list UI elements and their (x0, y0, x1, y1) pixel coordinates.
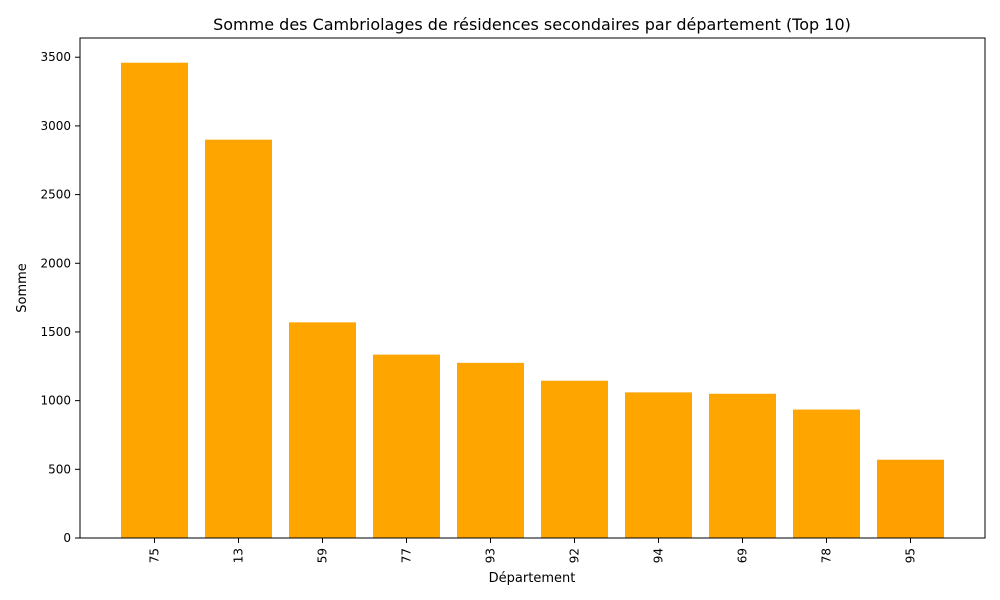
y-tick-label-1500: 1500 (40, 325, 71, 339)
x-tick-label-92: 92 (568, 548, 582, 563)
x-axis-label: Département (489, 571, 576, 586)
bar-93 (457, 362, 524, 538)
y-tick-label-2000: 2000 (40, 256, 71, 270)
x-tick-label-93: 93 (484, 548, 498, 563)
y-tick-label-0: 0 (63, 531, 71, 545)
plot-frame (79, 37, 986, 539)
x-tick-label-78: 78 (820, 548, 834, 563)
bar-78 (793, 409, 860, 538)
y-tick-label-2500: 2500 (40, 188, 71, 202)
bar-94 (625, 392, 692, 538)
bar-69 (709, 393, 776, 538)
bar-95 (877, 459, 944, 538)
bar-59 (289, 322, 356, 538)
x-tick-label-75: 75 (148, 548, 162, 563)
bar-13 (205, 139, 272, 538)
y-tick-label-3500: 3500 (40, 50, 71, 64)
y-tick-label-1000: 1000 (40, 394, 71, 408)
y-tick-label-500: 500 (48, 462, 71, 476)
x-tick-label-95: 95 (904, 548, 918, 563)
chart-title: Somme des Cambriolages de résidences sec… (213, 15, 851, 34)
x-tick-label-59: 59 (316, 548, 330, 563)
bar-75 (121, 62, 188, 538)
x-tick-label-69: 69 (736, 548, 750, 563)
y-tick-label-3000: 3000 (40, 119, 71, 133)
x-tick-label-77: 77 (400, 548, 414, 563)
bar-92 (541, 380, 608, 538)
bar-77 (373, 354, 440, 538)
plot-area: 0 500 1000 1500 2000 2500 3000 3500 75 13 59 77 93 92… (40, 37, 986, 563)
x-tick-label-13: 13 (232, 548, 246, 563)
x-tick-label-94: 94 (652, 548, 666, 563)
y-axis-label: Somme (15, 263, 30, 313)
